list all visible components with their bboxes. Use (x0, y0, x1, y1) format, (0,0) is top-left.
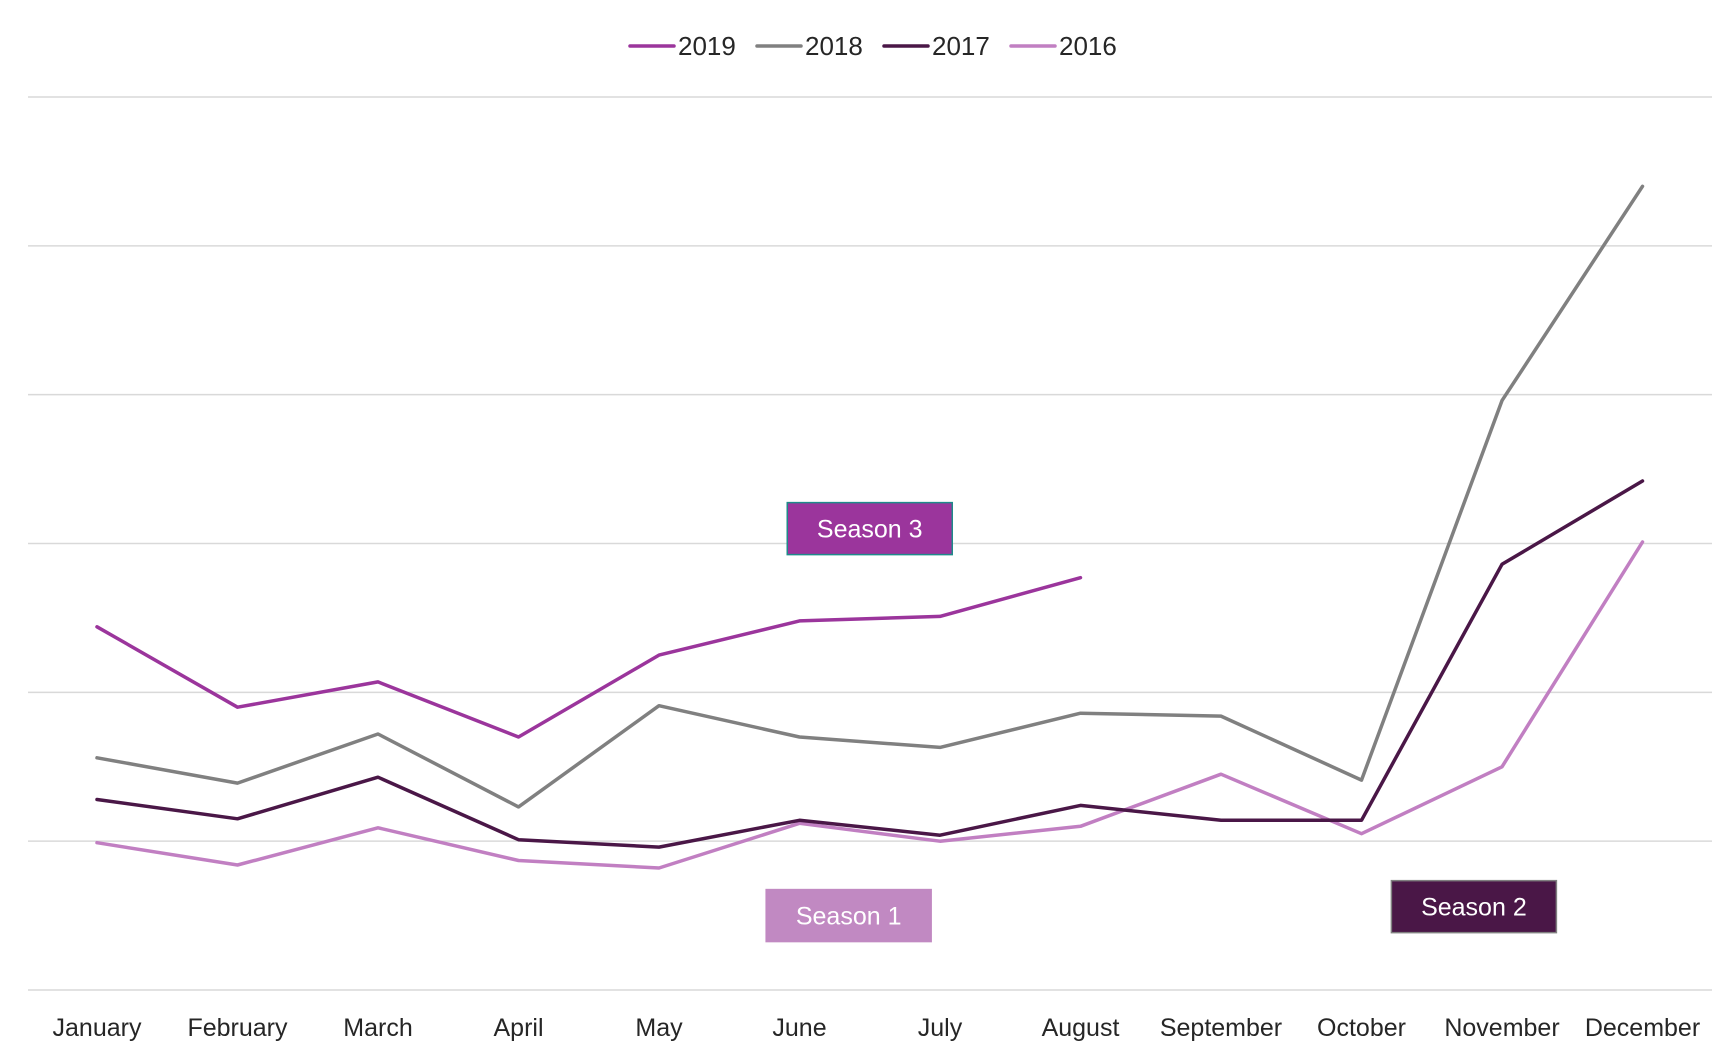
x-tick-label: June (772, 1014, 826, 1042)
legend-label: 2019 (678, 31, 736, 61)
x-axis-tick-labels: January February March April May June July Augu… (53, 1014, 1701, 1042)
annotation-label: Season 1 (796, 903, 902, 931)
x-tick-label: April (493, 1014, 543, 1042)
x-tick-label: November (1444, 1014, 1559, 1042)
x-tick-label: December (1585, 1014, 1700, 1042)
legend-item-2016: 2016 (1009, 31, 1117, 61)
legend-item-2018: 2018 (755, 31, 863, 61)
annotation-box (786, 501, 953, 556)
series-line-2018 (95, 184, 1645, 809)
series-line-2017 (95, 479, 1645, 849)
series-line-2019 (95, 575, 1083, 739)
legend-label: 2017 (932, 31, 990, 61)
legend-item-2019: 2019 (628, 31, 736, 61)
annotation-season-1: Season 1 (765, 888, 932, 943)
x-tick-label: October (1317, 1014, 1406, 1042)
x-tick-label: August (1042, 1014, 1120, 1042)
annotation-label: Season 2 (1421, 894, 1527, 922)
series-lines (95, 184, 1645, 870)
x-tick-label: July (918, 1014, 963, 1042)
x-tick-label: February (187, 1014, 288, 1042)
series-line-2016 (95, 540, 1645, 870)
annotation-season-2: Season 2 (1390, 879, 1558, 934)
x-tick-label: January (53, 1014, 142, 1042)
annotation-box (765, 888, 932, 943)
annotation-season-3: Season 3 (786, 501, 953, 556)
annotations: Season 3 Season 1 Season 2 (765, 501, 1558, 943)
annotation-label: Season 3 (817, 516, 923, 544)
gridlines (28, 96, 1712, 991)
legend-label: 2016 (1059, 31, 1117, 61)
annotation-box (1390, 879, 1558, 934)
legend-item-2017: 2017 (882, 31, 990, 61)
x-tick-label: September (1160, 1014, 1282, 1042)
legend-label: 2018 (805, 31, 863, 61)
legend: 2019 2018 2017 2016 (628, 31, 1117, 61)
x-tick-label: March (343, 1014, 412, 1042)
x-tick-label: May (635, 1014, 683, 1042)
